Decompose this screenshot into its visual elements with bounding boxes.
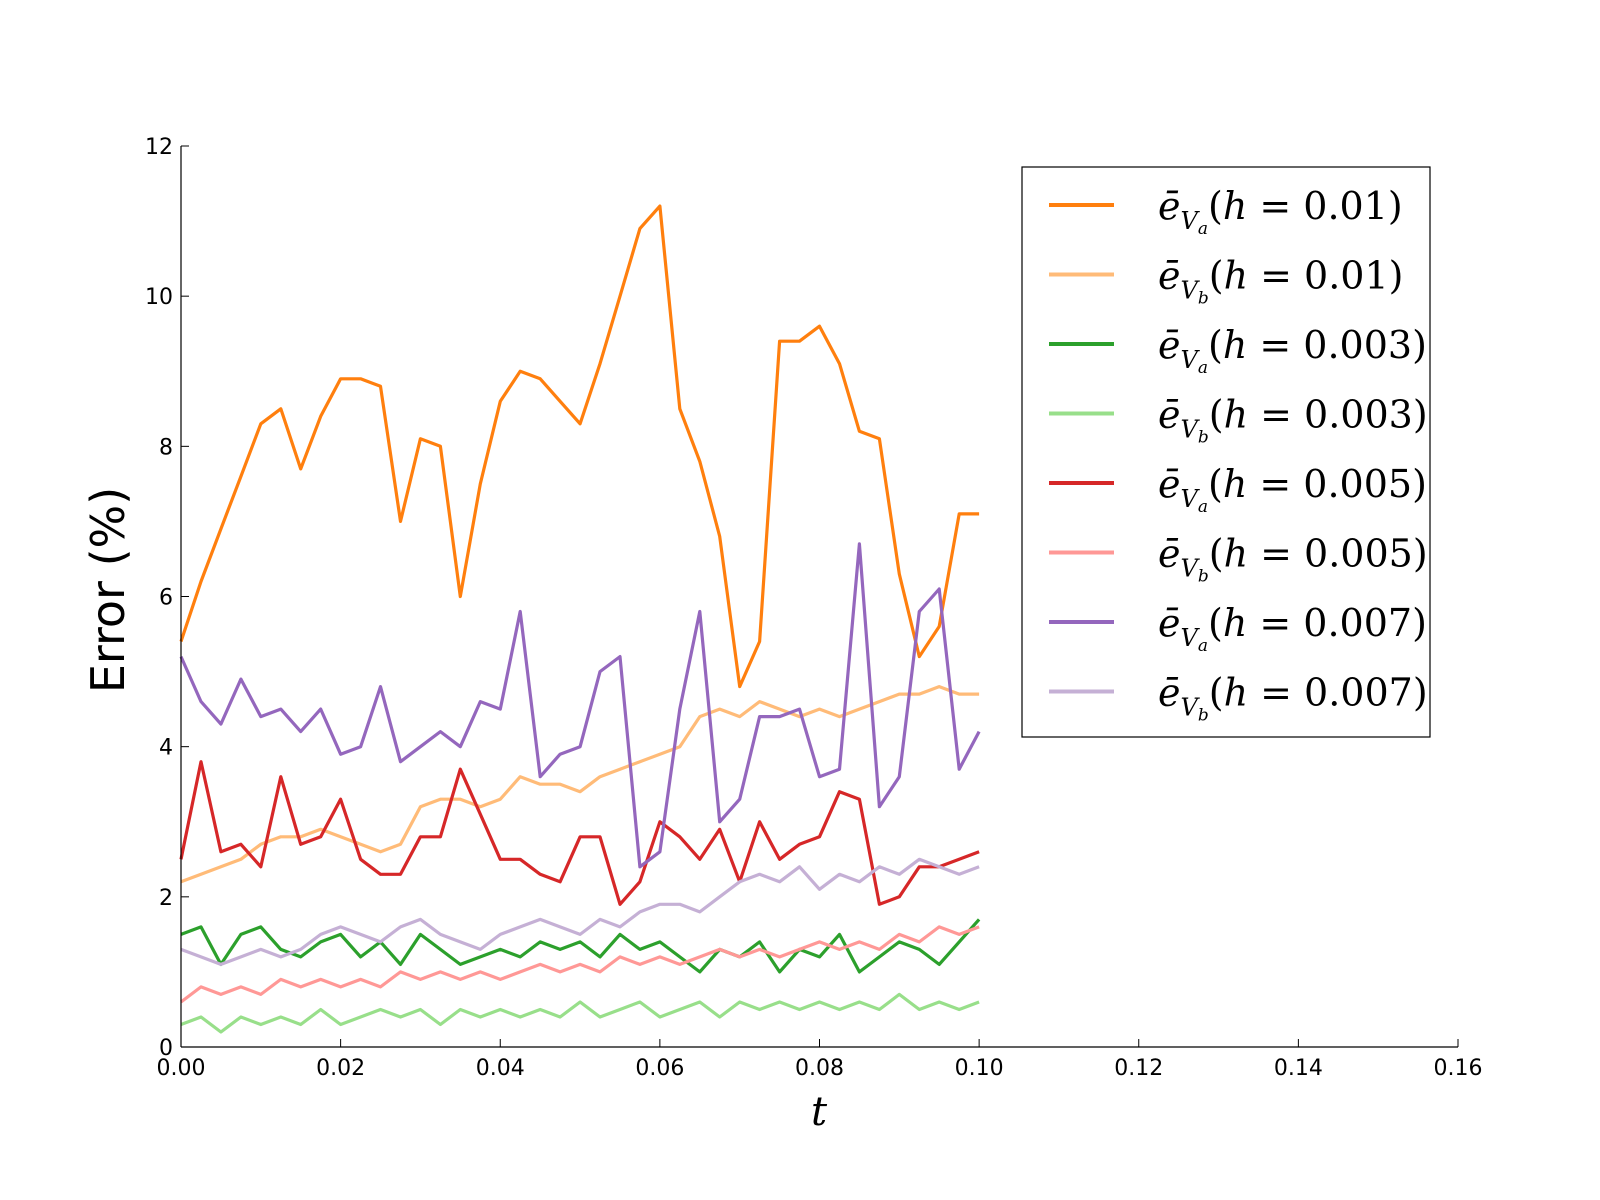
axes: 0.00 0.02 0.04 0.06 0.08 0.10 0.12 0.14 0.16 0 2 4 6…	[145, 135, 1482, 1081]
y-tick-label: 8	[159, 435, 173, 460]
x-axis-label: t	[811, 1089, 828, 1135]
legend-entry-label: ēVb(h = 0.01)	[1158, 254, 1403, 309]
legend-entry-label: ēVb(h = 0.007)	[1158, 671, 1428, 726]
legend-entry-label: ēVa(h = 0.007)	[1158, 601, 1427, 656]
legend-entry-label: ēVb(h = 0.003)	[1158, 393, 1428, 448]
legend-entry-label: ēVb(h = 0.005)	[1158, 532, 1428, 587]
x-tick-label: 0.02	[316, 1056, 365, 1081]
y-axis-label: Error (%)	[81, 487, 135, 693]
legend-box	[1021, 166, 1431, 738]
x-tick-label: 0.14	[1274, 1056, 1323, 1081]
series-line-4	[180, 992, 980, 1034]
x-tick-label: 0.10	[955, 1056, 1004, 1081]
legend-entry-label: ēVa(h = 0.005)	[1158, 462, 1427, 517]
x-tick-label: 0.00	[157, 1056, 206, 1081]
y-tick-label: 12	[145, 135, 173, 160]
series-line-6	[180, 925, 980, 1004]
x-tick-label: 0.08	[795, 1056, 844, 1081]
series-layer	[179, 204, 981, 1034]
y-tick-label: 6	[159, 586, 173, 611]
series-line-2	[180, 684, 980, 884]
x-tick-label: 0.12	[1114, 1056, 1163, 1081]
series-line-5	[179, 760, 980, 906]
y-tick-label: 2	[159, 886, 173, 911]
y-tick-label: 10	[145, 285, 173, 310]
series-line-8	[180, 857, 980, 967]
x-tick-label: 0.06	[635, 1056, 684, 1081]
y-tick-label: 0	[159, 1036, 173, 1061]
x-tick-label: 0.04	[476, 1056, 525, 1081]
legend-entry-label: ēVa(h = 0.01)	[1158, 184, 1403, 239]
series-line-1	[179, 204, 980, 689]
series-line-7	[179, 542, 981, 869]
legend-entry-label: ēVa(h = 0.003)	[1158, 323, 1427, 378]
y-tick-label: 4	[159, 736, 173, 761]
x-tick-label: 0.16	[1434, 1056, 1483, 1081]
legend: ēVa(h = 0.01) ēVb(h = 0.01) ēVa(h = 0.003)…	[1021, 166, 1431, 738]
